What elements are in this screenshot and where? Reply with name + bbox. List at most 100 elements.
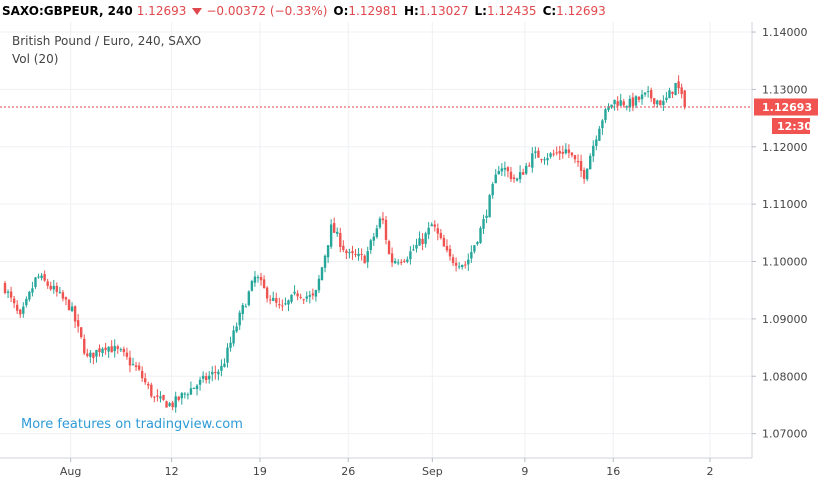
candle-body [156, 395, 159, 397]
candle-body [52, 285, 55, 290]
candle-body [521, 172, 525, 175]
candle-body [73, 306, 77, 322]
candle-body [457, 266, 461, 268]
y-tick-label: 1.11000 [762, 198, 808, 211]
change-value: −0.00372 (−0.33%) [206, 4, 328, 18]
candle-body [86, 353, 89, 356]
candle-body [585, 168, 589, 180]
candle-body [25, 298, 28, 306]
candle-body [278, 304, 281, 306]
candle-body [259, 276, 263, 281]
candle-body [494, 174, 497, 184]
candle-body [336, 231, 339, 234]
candle-body [256, 277, 260, 279]
candle-body [552, 153, 555, 155]
tradingview-link[interactable]: More features on tradingview.com [21, 417, 243, 432]
candle-body [195, 385, 199, 390]
candle-body [34, 277, 37, 288]
candle-body [6, 291, 10, 293]
close-value: 1.12693 [556, 4, 606, 18]
candle-body [211, 371, 214, 375]
candle-body [314, 290, 318, 297]
candle-body [342, 245, 345, 250]
candle-body [390, 253, 394, 263]
open-label: O: [333, 4, 349, 18]
candle-body [131, 364, 135, 366]
candle-body [653, 98, 656, 104]
candle-body [503, 167, 507, 170]
candle-body [217, 371, 220, 375]
candle-body [89, 352, 92, 357]
candle-body [674, 83, 677, 96]
candle-body [293, 291, 296, 294]
candle-body [454, 262, 458, 266]
candle-body [649, 90, 653, 99]
candle-body [247, 291, 251, 306]
countdown-label: 12:30 [777, 120, 812, 133]
candle-body [165, 401, 168, 408]
y-tick-label: 1.08000 [762, 370, 808, 383]
price-badge-label: 1.12693 [762, 101, 812, 114]
grid [0, 22, 752, 458]
candle-body [287, 300, 290, 305]
candle-body [223, 363, 226, 367]
candle-body [677, 81, 680, 89]
candle-body [366, 251, 369, 263]
candle-body [473, 245, 476, 252]
candle-body [214, 372, 217, 374]
candle-body [451, 257, 455, 264]
y-tick-label: 1.09000 [762, 313, 808, 326]
candle-body [262, 279, 266, 289]
countdown-badge: 12:30 [772, 118, 812, 135]
candle-body [107, 346, 110, 352]
candle-body [70, 306, 74, 312]
candle-body [198, 379, 202, 385]
candle-body [204, 376, 208, 381]
candle-body [128, 357, 132, 366]
candle-body [607, 106, 610, 110]
candle-body [134, 365, 138, 368]
candle-body [683, 90, 686, 108]
candle-body [229, 342, 232, 348]
candle-body [125, 352, 129, 357]
candle-body [281, 305, 284, 307]
candle-body [500, 168, 504, 172]
x-tick-label: 26 [341, 465, 355, 478]
candle-body [656, 100, 659, 105]
candle-body [232, 330, 235, 344]
candle-body [381, 218, 385, 221]
symbol-label[interactable]: SAXO:GBPEUR, 240 [2, 4, 133, 18]
candle-body [625, 106, 628, 108]
candle-body [150, 384, 153, 397]
candle-body [387, 241, 391, 254]
candle-body [412, 249, 415, 251]
time-axis[interactable]: Aug 12 19 26 Sep 9 16 2 [60, 458, 714, 478]
candle-body [482, 218, 485, 229]
close-label: C: [542, 4, 557, 18]
candle-body [372, 236, 376, 241]
candle-body [363, 255, 366, 264]
high-label: H: [404, 4, 419, 18]
countdown-box [772, 118, 810, 135]
price-axis[interactable]: 1.14000 1.13000 1.12000 1.11000 1.10000 1.090… [752, 26, 808, 441]
candle-body [610, 104, 613, 108]
candle-body [140, 370, 144, 379]
candle-body [442, 237, 446, 247]
candle-body [189, 388, 193, 395]
candle-body [564, 149, 568, 154]
y-tick-label: 1.13000 [762, 83, 808, 96]
axes [0, 22, 753, 459]
candle-body [479, 228, 482, 243]
candle-body [561, 151, 564, 154]
candle-body [497, 171, 500, 175]
candle-body [320, 267, 324, 281]
price-badge: 1.12693 [754, 98, 818, 116]
candle-body [546, 158, 549, 161]
candle-body [305, 296, 308, 299]
candle-body [528, 165, 531, 167]
volume-label[interactable]: Vol (20) [12, 52, 59, 66]
candle-body [241, 305, 244, 315]
x-tick-label: 12 [165, 465, 179, 478]
